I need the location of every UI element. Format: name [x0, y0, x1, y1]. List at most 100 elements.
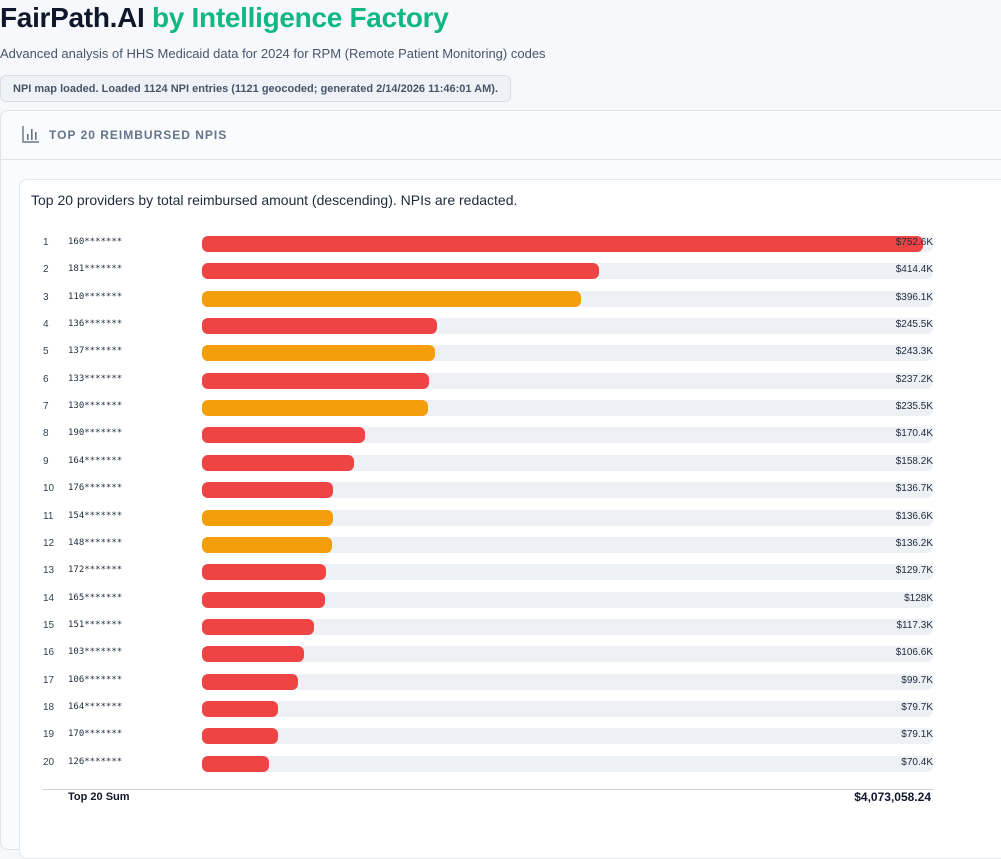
bar-row[interactable]: 15 151******* $117.3K	[20, 618, 1001, 636]
bar-npi-label: 136*******	[68, 319, 123, 330]
bar-rank: 10	[43, 483, 55, 495]
bar-fill[interactable]	[202, 427, 366, 444]
bar-row[interactable]: 12 148******* $136.2K	[20, 536, 1001, 554]
bar-fill[interactable]	[202, 400, 428, 417]
bar-fill[interactable]	[202, 236, 923, 252]
bar-rank: 8	[43, 428, 49, 440]
bar-npi-label: 130*******	[68, 401, 123, 412]
panel-title: TOP 20 REIMBURSED NPIS	[49, 128, 228, 142]
bar-fill[interactable]	[202, 318, 438, 335]
bar-npi-label: 165*******	[68, 592, 123, 603]
bar-row[interactable]: 3 110******* $396.1K	[20, 290, 1001, 308]
bar-npi-label: 176*******	[68, 483, 123, 494]
bar-value-label: $752.6K	[895, 237, 933, 248]
bar-value-label: $106.6K	[895, 647, 933, 659]
bar-value-label: $70.4K	[901, 756, 933, 768]
bar-npi-label: 110*******	[68, 291, 123, 302]
bar-row[interactable]: 8 190******* $170.4K	[20, 426, 1001, 444]
bar-row[interactable]: 13 172******* $129.7K	[20, 563, 1001, 581]
bar-track	[202, 372, 933, 389]
bar-fill[interactable]	[202, 618, 315, 635]
bar-track	[202, 318, 933, 335]
bar-fill[interactable]	[202, 728, 278, 745]
sum-label: Top 20 Sum	[68, 791, 130, 803]
bar-rank: 9	[43, 455, 49, 467]
bar-fill[interactable]	[202, 673, 298, 690]
bar-row[interactable]: 11 154******* $136.6K	[20, 509, 1001, 527]
brand-byline: by Intelligence Factory	[152, 2, 449, 33]
bar-row[interactable]: 9 164******* $158.2K	[20, 454, 1001, 472]
bar-rank: 12	[43, 537, 55, 549]
bar-track	[202, 646, 933, 663]
bar-track	[202, 482, 933, 499]
bar-row[interactable]: 16 103******* $106.6K	[20, 645, 1001, 663]
bar-fill[interactable]	[202, 591, 325, 608]
bar-value-label: $136.7K	[895, 483, 933, 495]
bar-row[interactable]: 20 126******* $70.4K	[20, 755, 1001, 773]
panel-header[interactable]: TOP 20 REIMBURSED NPIS	[1, 111, 1001, 160]
bar-row[interactable]: 2 181******* $414.4K	[20, 262, 1001, 280]
status-banner: NPI map loaded. Loaded 1124 NPI entries …	[0, 75, 512, 102]
bar-npi-label: 164*******	[68, 701, 123, 712]
sum-divider	[43, 789, 934, 790]
bar-rank: 4	[43, 319, 49, 331]
bar-fill[interactable]	[202, 454, 354, 471]
bar-fill[interactable]	[202, 372, 430, 389]
bar-row[interactable]: 6 133******* $237.2K	[20, 372, 1001, 390]
bar-value-label: $237.2K	[895, 373, 933, 385]
bar-value-label: $79.1K	[901, 729, 933, 741]
bar-rank: 20	[43, 756, 55, 768]
bar-value-label: $136.6K	[895, 510, 933, 522]
bar-row[interactable]: 7 130******* $235.5K	[20, 399, 1001, 417]
bar-row[interactable]: 19 170******* $79.1K	[20, 727, 1001, 745]
bar-fill[interactable]	[202, 755, 270, 772]
bar-row[interactable]: 4 136******* $245.5K	[20, 317, 1001, 335]
bar-track	[202, 427, 933, 444]
bar-value-label: $414.4K	[895, 264, 933, 276]
bar-track	[202, 454, 933, 471]
bar-track	[202, 564, 933, 581]
bar-fill[interactable]	[202, 509, 333, 526]
bar-rank: 18	[43, 701, 55, 713]
bar-npi-label: 190*******	[68, 428, 123, 439]
bar-fill[interactable]	[202, 290, 582, 307]
bar-rank: 3	[43, 291, 49, 303]
bar-rank: 17	[43, 674, 55, 686]
bar-fill[interactable]	[202, 564, 327, 581]
bar-npi-label: 172*******	[68, 565, 123, 576]
bar-npi-label: 170*******	[68, 729, 123, 740]
bar-fill[interactable]	[202, 646, 305, 663]
bar-npi-label: 181*******	[68, 264, 123, 275]
bar-track	[202, 536, 933, 553]
bar-fill[interactable]	[202, 345, 436, 362]
brand-name: FairPath.AI	[0, 2, 145, 33]
bar-fill[interactable]	[202, 536, 333, 553]
bar-track	[202, 509, 933, 526]
bar-row[interactable]: 1 160******* $752.6K	[20, 235, 1001, 253]
bar-rank: 5	[43, 346, 49, 358]
bar-fill[interactable]	[202, 263, 599, 280]
bar-value-label: $136.2K	[895, 537, 933, 549]
chart-card: Top 20 providers by total reimbursed amo…	[19, 179, 1001, 859]
bar-track	[202, 673, 933, 690]
bar-row[interactable]: 18 164******* $79.7K	[20, 700, 1001, 718]
chart-description: Top 20 providers by total reimbursed amo…	[31, 192, 518, 208]
sum-value: $4,073,058.24	[854, 790, 931, 804]
app-title: FairPath.AI by Intelligence Factory	[0, 2, 449, 34]
bar-fill[interactable]	[202, 700, 279, 717]
bar-fill[interactable]	[202, 482, 333, 499]
bar-row[interactable]: 10 176******* $136.7K	[20, 481, 1001, 499]
bar-npi-label: 106*******	[68, 674, 123, 685]
bar-row[interactable]: 5 137******* $243.3K	[20, 344, 1001, 362]
bar-row[interactable]: 17 106******* $99.7K	[20, 673, 1001, 691]
bar-rank: 15	[43, 619, 55, 631]
bar-value-label: $245.5K	[895, 319, 933, 331]
bar-row[interactable]: 14 165******* $128K	[20, 591, 1001, 609]
bar-rank: 16	[43, 647, 55, 659]
bar-value-label: $243.3K	[895, 346, 933, 358]
bar-npi-label: 164*******	[68, 455, 123, 466]
bar-npi-label: 160*******	[68, 237, 123, 247]
bar-track	[202, 263, 933, 280]
bar-track	[202, 591, 933, 608]
bar-value-label: $129.7K	[895, 565, 933, 577]
